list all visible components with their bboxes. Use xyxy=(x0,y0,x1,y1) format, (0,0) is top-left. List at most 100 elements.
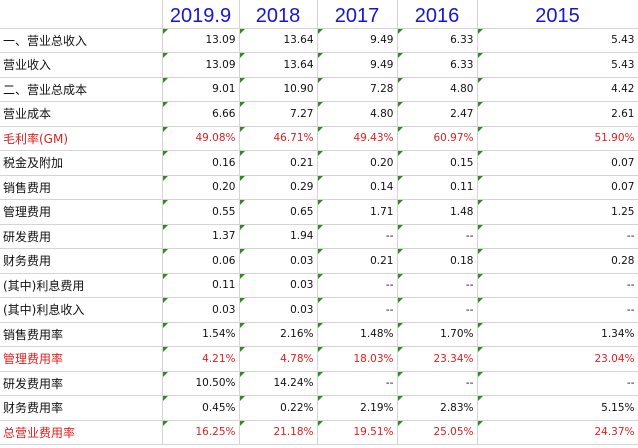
value-cell[interactable]: 0.20 xyxy=(317,150,398,176)
value-cell[interactable]: 0.07 xyxy=(477,175,638,200)
value-cell[interactable]: 2.47 xyxy=(397,101,478,127)
value-cell[interactable]: 4.42 xyxy=(477,77,638,102)
value-cell[interactable]: 23.34% xyxy=(397,346,478,372)
value-cell[interactable]: 6.66 xyxy=(162,101,240,127)
value-cell[interactable]: 1.48 xyxy=(397,199,478,225)
value-cell[interactable]: -- xyxy=(477,371,638,396)
value-cell[interactable]: 0.15 xyxy=(397,150,478,176)
value-cell[interactable]: 0.65 xyxy=(239,199,318,225)
value-cell[interactable]: 7.28 xyxy=(317,77,398,102)
value-cell[interactable]: -- xyxy=(477,273,638,298)
value-cell[interactable]: 4.78% xyxy=(239,346,318,372)
value-cell[interactable]: 0.03 xyxy=(239,273,318,298)
value-cell[interactable]: 0.28 xyxy=(477,248,638,274)
value-cell[interactable]: 60.97% xyxy=(397,126,478,151)
value-cell[interactable]: 13.64 xyxy=(239,52,318,78)
row-label-cell[interactable]: 销售费用 xyxy=(0,175,163,200)
value-cell[interactable]: 13.09 xyxy=(162,28,240,53)
value-cell[interactable]: 1.48% xyxy=(317,322,398,347)
value-cell[interactable]: 16.25% xyxy=(162,420,240,445)
value-cell[interactable]: 5.43 xyxy=(477,52,638,78)
value-cell[interactable]: 0.14 xyxy=(317,175,398,200)
row-label-cell[interactable]: 销售费用率 xyxy=(0,322,163,347)
value-cell[interactable]: 6.33 xyxy=(397,28,478,53)
row-label-cell[interactable]: 营业成本 xyxy=(0,101,163,127)
row-label-cell[interactable]: 研发费用率 xyxy=(0,371,163,396)
value-cell[interactable]: 0.03 xyxy=(239,248,318,274)
value-cell[interactable]: 5.43 xyxy=(477,28,638,53)
value-cell[interactable]: 9.49 xyxy=(317,28,398,53)
value-cell[interactable]: 1.34% xyxy=(477,322,638,347)
value-cell[interactable]: 9.01 xyxy=(162,77,240,102)
row-label-cell[interactable]: 二、营业总成本 xyxy=(0,77,163,102)
value-cell[interactable]: -- xyxy=(397,371,478,396)
value-cell[interactable]: 0.55 xyxy=(162,199,240,225)
row-label-cell[interactable]: 研发费用 xyxy=(0,224,163,249)
value-cell[interactable]: 24.37% xyxy=(477,420,638,445)
value-cell[interactable]: 18.03% xyxy=(317,346,398,372)
value-cell[interactable]: -- xyxy=(397,224,478,249)
value-cell[interactable]: -- xyxy=(397,273,478,298)
value-cell[interactable]: 0.29 xyxy=(239,175,318,200)
row-label-cell[interactable]: (其中)利息收入 xyxy=(0,297,163,323)
value-cell[interactable]: 0.11 xyxy=(397,175,478,200)
value-cell[interactable]: 10.90 xyxy=(239,77,318,102)
value-cell[interactable]: 1.94 xyxy=(239,224,318,249)
value-cell[interactable]: 4.80 xyxy=(397,77,478,102)
row-label-cell[interactable]: 营业收入 xyxy=(0,52,163,78)
value-cell[interactable]: -- xyxy=(477,297,638,323)
row-label-cell[interactable]: 财务费用率 xyxy=(0,395,163,421)
value-cell[interactable]: -- xyxy=(317,273,398,298)
header-year-cell[interactable]: 2015 xyxy=(477,0,638,29)
value-cell[interactable]: 21.18% xyxy=(239,420,318,445)
row-label-cell[interactable]: 毛利率(GM) xyxy=(0,126,163,151)
value-cell[interactable]: 2.19% xyxy=(317,395,398,421)
value-cell[interactable]: 23.04% xyxy=(477,346,638,372)
value-cell[interactable]: 0.11 xyxy=(162,273,240,298)
value-cell[interactable]: 0.45% xyxy=(162,395,240,421)
value-cell[interactable]: -- xyxy=(397,297,478,323)
row-label-cell[interactable]: 财务费用 xyxy=(0,248,163,274)
header-label-cell[interactable] xyxy=(0,0,163,29)
value-cell[interactable]: 1.25 xyxy=(477,199,638,225)
row-label-cell[interactable]: 一、营业总收入 xyxy=(0,28,163,53)
value-cell[interactable]: 0.20 xyxy=(162,175,240,200)
value-cell[interactable]: 13.09 xyxy=(162,52,240,78)
value-cell[interactable]: 4.21% xyxy=(162,346,240,372)
value-cell[interactable]: 2.61 xyxy=(477,101,638,127)
value-cell[interactable]: 46.71% xyxy=(239,126,318,151)
header-year-cell[interactable]: 2017 xyxy=(317,0,398,29)
value-cell[interactable]: 51.90% xyxy=(477,126,638,151)
value-cell[interactable]: 0.03 xyxy=(162,297,240,323)
value-cell[interactable]: 13.64 xyxy=(239,28,318,53)
value-cell[interactable]: 5.15% xyxy=(477,395,638,421)
row-label-cell[interactable]: (其中)利息费用 xyxy=(0,273,163,298)
value-cell[interactable]: 49.43% xyxy=(317,126,398,151)
value-cell[interactable]: 14.24% xyxy=(239,371,318,396)
value-cell[interactable]: -- xyxy=(317,224,398,249)
header-year-cell[interactable]: 2016 xyxy=(397,0,478,29)
value-cell[interactable]: 25.05% xyxy=(397,420,478,445)
value-cell[interactable]: 0.16 xyxy=(162,150,240,176)
header-year-cell[interactable]: 2019.9 xyxy=(162,0,240,29)
row-label-cell[interactable]: 税金及附加 xyxy=(0,150,163,176)
value-cell[interactable]: 0.07 xyxy=(477,150,638,176)
value-cell[interactable]: 19.51% xyxy=(317,420,398,445)
row-label-cell[interactable]: 管理费用率 xyxy=(0,346,163,372)
value-cell[interactable]: 0.21 xyxy=(317,248,398,274)
value-cell[interactable]: 0.22% xyxy=(239,395,318,421)
value-cell[interactable]: 7.27 xyxy=(239,101,318,127)
value-cell[interactable]: 10.50% xyxy=(162,371,240,396)
value-cell[interactable]: 9.49 xyxy=(317,52,398,78)
value-cell[interactable]: 1.54% xyxy=(162,322,240,347)
header-year-cell[interactable]: 2018 xyxy=(239,0,318,29)
value-cell[interactable]: 6.33 xyxy=(397,52,478,78)
value-cell[interactable]: 4.80 xyxy=(317,101,398,127)
value-cell[interactable]: 0.03 xyxy=(239,297,318,323)
value-cell[interactable]: 2.16% xyxy=(239,322,318,347)
row-label-cell[interactable]: 管理费用 xyxy=(0,199,163,225)
value-cell[interactable]: -- xyxy=(477,224,638,249)
value-cell[interactable]: -- xyxy=(317,297,398,323)
value-cell[interactable]: 1.71 xyxy=(317,199,398,225)
value-cell[interactable]: 0.21 xyxy=(239,150,318,176)
